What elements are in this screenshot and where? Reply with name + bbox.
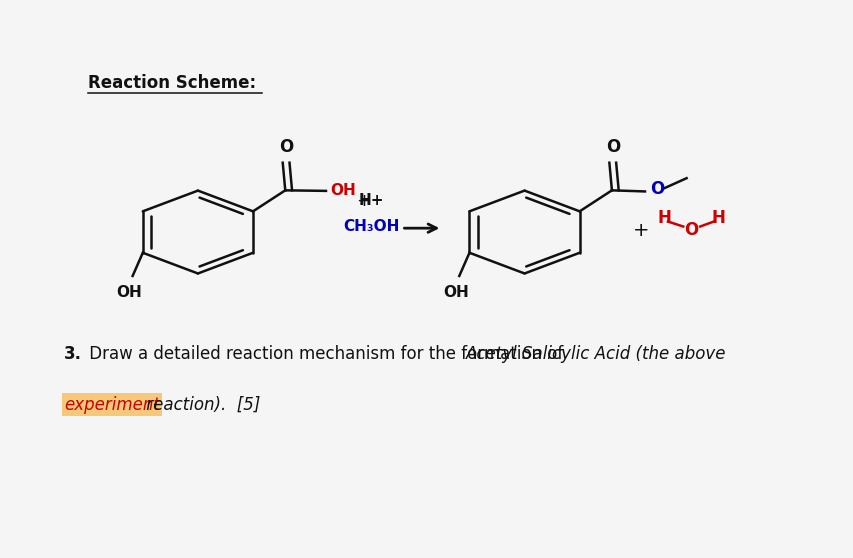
Text: reaction).  [5]: reaction). [5]: [141, 396, 260, 413]
Text: +: +: [356, 192, 370, 210]
Text: OH: OH: [443, 285, 468, 300]
Text: +: +: [632, 221, 648, 240]
Text: H: H: [657, 209, 670, 227]
Text: O: O: [684, 222, 698, 239]
Text: CH₃OH: CH₃OH: [343, 219, 399, 234]
Text: Reaction Scheme:: Reaction Scheme:: [88, 74, 255, 92]
Text: OH: OH: [330, 183, 356, 198]
Text: O: O: [605, 137, 619, 156]
Text: OH: OH: [116, 285, 142, 300]
Text: H: H: [711, 209, 725, 227]
Text: H+: H+: [358, 193, 384, 208]
Text: Acetyl Salicylic Acid (the above: Acetyl Salicylic Acid (the above: [466, 345, 726, 363]
Text: 3.: 3.: [64, 345, 82, 363]
Text: experiment: experiment: [64, 396, 160, 413]
Text: O: O: [649, 180, 664, 198]
Text: O: O: [279, 137, 293, 156]
Text: Draw a detailed reaction mechanism for the formation of: Draw a detailed reaction mechanism for t…: [84, 345, 567, 363]
